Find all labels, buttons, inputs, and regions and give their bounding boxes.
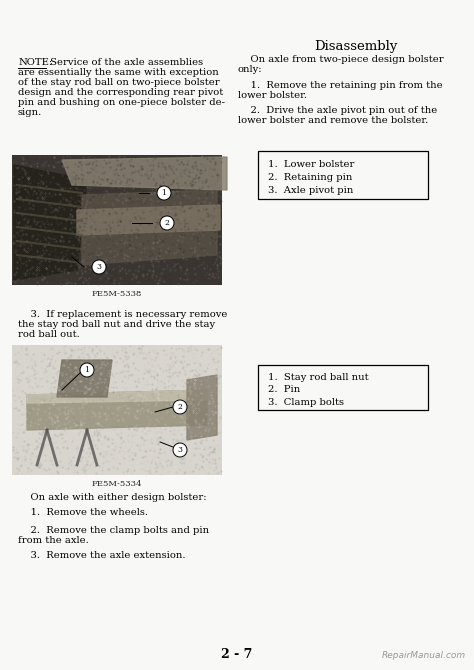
Text: NOTE:: NOTE: (18, 58, 52, 67)
Text: 3.  Clamp bolts: 3. Clamp bolts (268, 398, 344, 407)
Text: pin and bushing on one-piece bolster de-: pin and bushing on one-piece bolster de- (18, 98, 225, 107)
Circle shape (160, 216, 174, 230)
Text: rod ball out.: rod ball out. (18, 330, 80, 339)
Text: 2 - 7: 2 - 7 (221, 648, 253, 661)
Circle shape (173, 400, 187, 414)
Text: 1.  Lower bolster: 1. Lower bolster (268, 160, 355, 169)
Text: lower bolster.: lower bolster. (238, 91, 307, 100)
Bar (258, 365, 428, 410)
Polygon shape (62, 157, 227, 190)
Text: of the stay rod ball on two-piece bolster: of the stay rod ball on two-piece bolste… (18, 78, 219, 87)
Text: On axle from two-piece design bolster
only:: On axle from two-piece design bolster on… (238, 55, 444, 74)
Polygon shape (82, 190, 217, 265)
Text: are essentially the same with exception: are essentially the same with exception (18, 68, 219, 77)
Text: 3.  Axle pivot pin: 3. Axle pivot pin (268, 186, 354, 195)
Text: 3: 3 (97, 263, 101, 271)
Polygon shape (14, 165, 87, 280)
Text: 2.  Pin: 2. Pin (268, 385, 300, 395)
Text: 1.  Stay rod ball nut: 1. Stay rod ball nut (268, 373, 369, 382)
Bar (12, 155, 222, 285)
Text: RepairManual.com: RepairManual.com (382, 651, 466, 660)
Bar (258, 151, 428, 199)
Text: 1.  Remove the retaining pin from the: 1. Remove the retaining pin from the (238, 81, 443, 90)
Circle shape (92, 260, 106, 274)
Text: FE5M-5338: FE5M-5338 (92, 290, 142, 298)
Polygon shape (27, 390, 207, 403)
Text: lower bolster and remove the bolster.: lower bolster and remove the bolster. (238, 116, 428, 125)
Circle shape (173, 443, 187, 457)
Circle shape (80, 363, 94, 377)
Polygon shape (57, 360, 112, 397)
Text: 3.  If replacement is necessary remove: 3. If replacement is necessary remove (18, 310, 228, 319)
Polygon shape (187, 375, 217, 440)
Text: 2.  Remove the clamp bolts and pin: 2. Remove the clamp bolts and pin (18, 526, 209, 535)
Text: 2.  Drive the axle pivot pin out of the: 2. Drive the axle pivot pin out of the (238, 106, 437, 115)
Text: from the axle.: from the axle. (18, 536, 89, 545)
Text: 3: 3 (177, 446, 182, 454)
Text: design and the corresponding rear pivot: design and the corresponding rear pivot (18, 88, 223, 97)
Text: 2.  Retaining pin: 2. Retaining pin (268, 173, 352, 182)
Text: FE5M-5334: FE5M-5334 (92, 480, 142, 488)
Polygon shape (27, 390, 207, 430)
Text: 2: 2 (178, 403, 182, 411)
Bar (12, 345, 222, 475)
Text: 3.  Remove the axle extension.: 3. Remove the axle extension. (18, 551, 185, 560)
Polygon shape (77, 205, 220, 235)
Circle shape (157, 186, 171, 200)
Text: 2: 2 (164, 219, 169, 227)
Text: 1: 1 (162, 189, 166, 197)
Text: On axle with either design bolster:: On axle with either design bolster: (18, 493, 207, 502)
Text: Service of the axle assemblies: Service of the axle assemblies (47, 58, 203, 67)
Text: sign.: sign. (18, 108, 42, 117)
Text: Disassembly: Disassembly (314, 40, 398, 53)
Text: the stay rod ball nut and drive the stay: the stay rod ball nut and drive the stay (18, 320, 215, 329)
Text: 1.  Remove the wheels.: 1. Remove the wheels. (18, 508, 148, 517)
Text: 1: 1 (84, 366, 90, 374)
